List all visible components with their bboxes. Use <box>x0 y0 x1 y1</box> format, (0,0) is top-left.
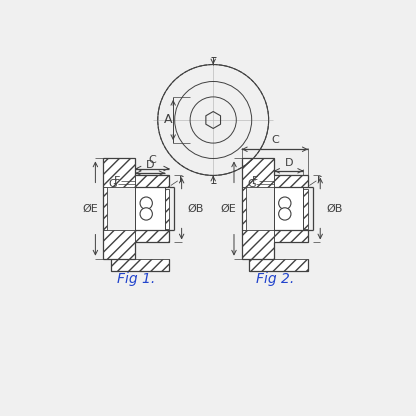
Text: G: G <box>247 179 255 189</box>
Bar <box>242 187 245 230</box>
Bar <box>274 230 308 243</box>
Text: A: A <box>163 114 172 126</box>
Circle shape <box>140 208 152 220</box>
Text: F: F <box>114 176 120 186</box>
Text: Fig 2.: Fig 2. <box>256 272 294 286</box>
Bar <box>136 187 165 230</box>
Text: Fig 1.: Fig 1. <box>117 272 155 286</box>
Text: C: C <box>149 155 156 165</box>
Bar <box>274 187 303 230</box>
Text: D: D <box>146 160 154 170</box>
Text: ØE: ØE <box>221 203 236 213</box>
Text: r: r <box>178 174 183 184</box>
Bar <box>274 175 308 187</box>
Text: F: F <box>252 176 259 186</box>
Bar <box>136 175 169 187</box>
Bar <box>103 230 136 259</box>
Bar <box>242 230 274 259</box>
Bar <box>136 230 169 243</box>
Text: ØB: ØB <box>327 203 343 213</box>
Text: ØE: ØE <box>82 203 98 213</box>
Bar <box>103 187 107 230</box>
Text: ØB: ØB <box>188 203 204 213</box>
Bar <box>103 158 136 187</box>
Text: r: r <box>317 174 322 184</box>
Bar <box>111 259 169 271</box>
Circle shape <box>279 208 291 220</box>
Text: C: C <box>271 135 279 146</box>
Bar <box>303 188 308 228</box>
Circle shape <box>140 197 152 209</box>
Text: D: D <box>285 158 293 168</box>
Bar <box>242 158 274 187</box>
Text: G: G <box>108 179 117 189</box>
Bar <box>249 259 308 271</box>
Bar <box>165 188 169 228</box>
Circle shape <box>279 197 291 209</box>
